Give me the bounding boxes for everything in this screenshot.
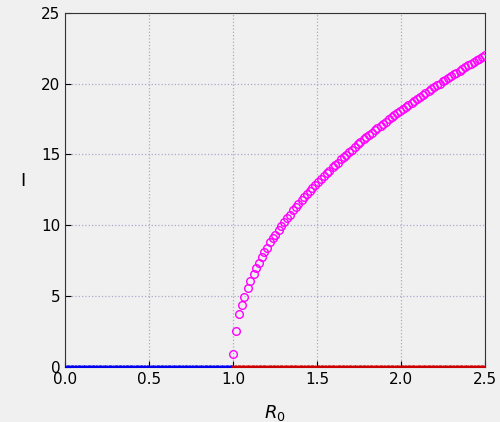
Y-axis label: I: I — [20, 172, 25, 190]
X-axis label: $R_0$: $R_0$ — [264, 403, 286, 422]
